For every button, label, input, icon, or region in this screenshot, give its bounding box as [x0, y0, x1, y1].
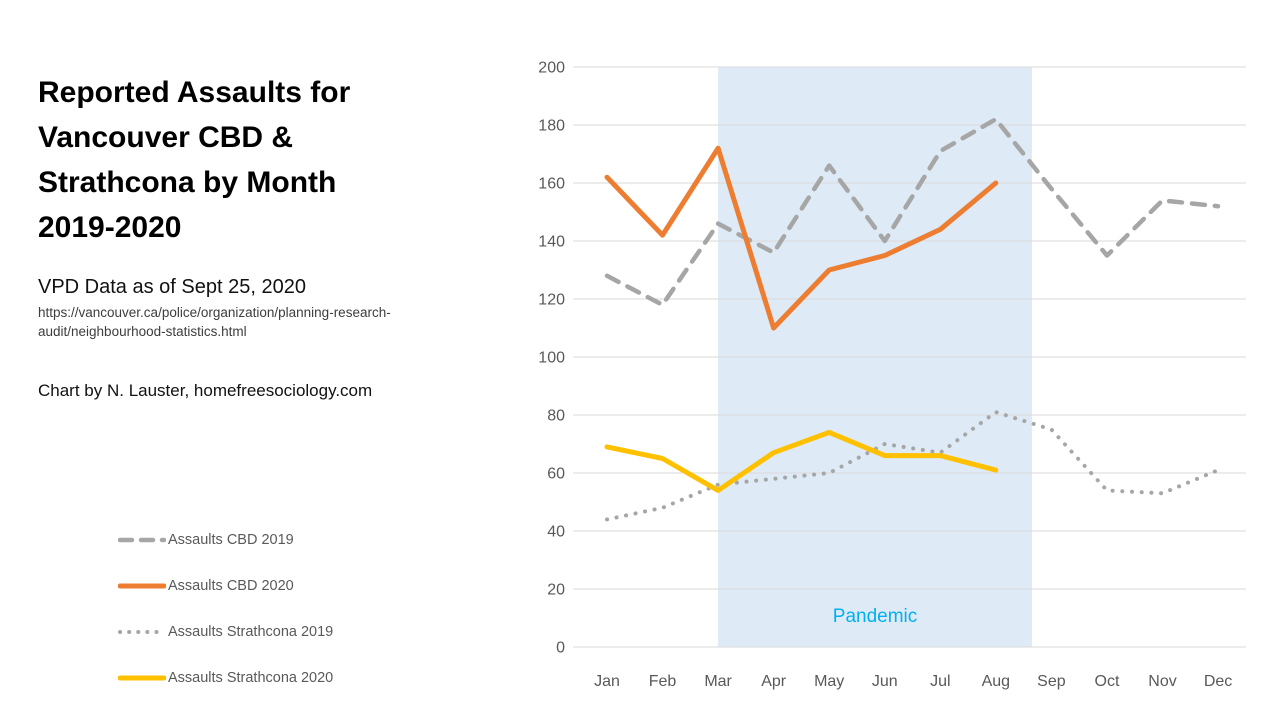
x-tick-label: Oct — [1095, 673, 1120, 690]
series-line-assaults-cbd-2019 — [604, 116, 1221, 308]
x-tick-label: Sep — [1037, 673, 1066, 690]
x-axis-tick-labels: Jan Feb Mar Apr May Jun Jul Aug Sep Oct Nov Dec — [594, 673, 1232, 690]
series-line-assaults-strathcona-2020 — [604, 429, 999, 493]
x-tick-label: Feb — [649, 673, 677, 690]
title-line: Strathcona by Month — [38, 166, 337, 199]
x-tick-label: Mar — [704, 673, 732, 690]
chart-legend: Assaults CBD 2019 Assaults CBD 2020 Assa… — [118, 517, 333, 701]
y-tick-label: 40 — [547, 524, 565, 541]
y-tick-label: 120 — [538, 292, 565, 309]
title-line: Reported Assaults for — [38, 76, 351, 109]
subtitle: VPD Data as of Sept 25, 2020 — [38, 276, 306, 298]
x-tick-label: Dec — [1204, 673, 1232, 690]
x-tick-label: Jan — [594, 673, 620, 690]
y-tick-label: 140 — [538, 234, 565, 251]
credit-line: Chart by N. Lauster, homefreesociology.c… — [38, 381, 373, 400]
y-tick-label: 80 — [547, 408, 565, 425]
legend-item-cbd-2019: Assaults CBD 2019 — [118, 517, 333, 563]
y-axis-tick-labels: 0 20 40 60 80 100 120 140 160 180 200 — [538, 60, 565, 657]
dashed-line-swatch-icon — [118, 537, 166, 543]
y-tick-label: 200 — [538, 60, 565, 77]
x-tick-label: Apr — [761, 673, 787, 690]
y-tick-label: 100 — [538, 350, 565, 367]
y-tick-label: 180 — [538, 118, 565, 135]
pandemic-label: Pandemic — [833, 606, 918, 627]
x-tick-label: Nov — [1148, 673, 1176, 690]
legend-label: Assaults CBD 2020 — [168, 578, 294, 594]
y-tick-label: 20 — [547, 582, 565, 599]
source-url-line: https://vancouver.ca/police/organization… — [38, 305, 391, 320]
y-tick-label: 0 — [556, 640, 565, 657]
x-tick-label: Aug — [982, 673, 1010, 690]
title-line: Vancouver CBD & — [38, 121, 294, 154]
y-tick-label: 160 — [538, 176, 565, 193]
source-url: https://vancouver.ca/police/organization… — [38, 303, 458, 341]
dotted-line-swatch-icon — [118, 630, 166, 634]
x-tick-label: May — [814, 673, 844, 690]
legend-item-strathcona-2019: Assaults Strathcona 2019 — [118, 609, 333, 655]
x-tick-label: Jul — [930, 673, 950, 690]
gridlines — [573, 66, 1246, 648]
series-line-assaults-strathcona-2019 — [605, 410, 1220, 522]
legend-item-cbd-2020: Assaults CBD 2020 — [118, 563, 333, 609]
series-line-assaults-cbd-2020 — [604, 145, 999, 331]
y-tick-label: 60 — [547, 466, 565, 483]
solid-orange-line-swatch-icon — [118, 583, 166, 589]
page-title: Reported Assaults for Vancouver CBD & St… — [38, 70, 458, 250]
legend-label: Assaults CBD 2019 — [168, 532, 294, 548]
source-url-line: audit/neighbourhood-statistics.html — [38, 324, 247, 339]
legend-label: Assaults Strathcona 2019 — [168, 624, 334, 640]
header-block: Reported Assaults for Vancouver CBD & St… — [38, 70, 458, 401]
legend-label: Assaults Strathcona 2020 — [168, 670, 334, 686]
x-tick-label: Jun — [872, 673, 898, 690]
legend-item-strathcona-2020: Assaults Strathcona 2020 — [118, 655, 333, 701]
title-line: 2019-2020 — [38, 211, 182, 244]
solid-gold-line-swatch-icon — [118, 675, 166, 681]
